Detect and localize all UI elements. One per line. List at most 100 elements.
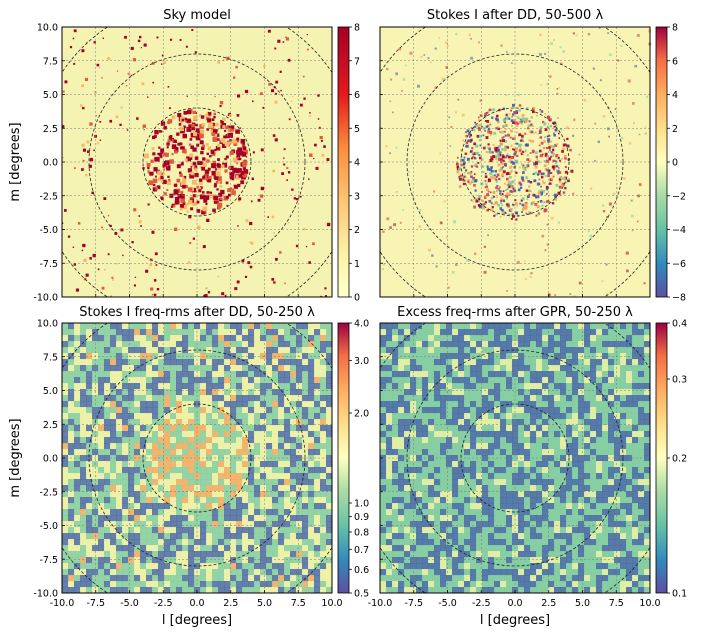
rms-pixel [458, 365, 465, 372]
source-pixel [73, 167, 76, 169]
rms-pixel [284, 323, 291, 330]
rms-pixel [554, 371, 561, 378]
rms-pixel [488, 395, 495, 402]
rms-pixel [386, 371, 393, 378]
residual-pixel [533, 179, 537, 183]
rms-pixel [638, 365, 645, 372]
rms-pixel [524, 407, 531, 414]
rms-pixel [284, 491, 291, 498]
rms-pixel [590, 329, 597, 336]
rms-pixel [518, 413, 525, 420]
rms-pixel [212, 437, 219, 444]
residual-pixel [620, 44, 623, 47]
rms-pixel [218, 545, 225, 552]
rms-pixel [176, 425, 183, 432]
rms-pixel [296, 449, 303, 456]
rms-pixel [176, 419, 183, 426]
rms-pixel [248, 467, 255, 474]
residual-pixel [501, 209, 504, 212]
residual-pixel [536, 182, 540, 186]
source-pixel [153, 167, 158, 172]
rms-pixel [554, 413, 561, 420]
rms-pixel [428, 401, 435, 408]
rms-pixel [260, 563, 267, 570]
residual-pixel [526, 198, 529, 201]
rms-pixel [146, 401, 153, 408]
rms-pixel [416, 413, 423, 420]
rms-pixel [584, 329, 591, 336]
rms-pixel [296, 557, 303, 564]
rms-pixel [410, 341, 417, 348]
source-pixel [199, 124, 204, 129]
rms-pixel [296, 521, 303, 528]
source-pixel [186, 210, 189, 213]
residual-pixel [505, 156, 508, 159]
rms-pixel [176, 563, 183, 570]
panel-title-sky: Sky model [163, 8, 231, 23]
rms-pixel [326, 437, 333, 444]
residual-pixel [535, 162, 538, 165]
rms-pixel [494, 443, 501, 450]
rms-pixel [62, 425, 69, 432]
source-pixel [75, 288, 79, 292]
rms-pixel [446, 407, 453, 414]
rms-pixel [614, 449, 621, 456]
source-pixel [115, 262, 118, 265]
rms-pixel [248, 341, 255, 348]
rms-pixel [524, 377, 531, 384]
residual-pixel [550, 177, 553, 181]
residual-pixel [626, 269, 629, 273]
rms-pixel [140, 323, 147, 330]
rms-pixel [536, 377, 543, 384]
rms-pixel [578, 395, 585, 402]
residual-pixel [530, 140, 532, 143]
rms-pixel [62, 365, 69, 372]
residual-pixel [546, 169, 549, 172]
residual-pixel [537, 133, 540, 135]
rms-pixel [590, 479, 597, 486]
residual-pixel [562, 177, 565, 180]
rms-pixel [446, 371, 453, 378]
source-pixel [241, 259, 245, 263]
residual-pixel [464, 152, 467, 155]
source-pixel [163, 152, 167, 157]
residual-pixel [557, 172, 560, 175]
rms-pixel [146, 329, 153, 336]
rms-pixel [80, 449, 87, 456]
rms-pixel [644, 473, 651, 480]
rms-pixel [146, 479, 153, 486]
rms-pixel [542, 461, 549, 468]
source-pixel [169, 159, 174, 164]
fov-circle [142, 107, 252, 217]
rms-pixel [554, 377, 561, 384]
rms-pixel [218, 395, 225, 402]
rms-pixel [314, 335, 321, 342]
rms-pixel [470, 485, 477, 492]
rms-pixel [530, 359, 537, 366]
rms-pixel [284, 509, 291, 516]
residual-pixel [552, 168, 555, 171]
source-pixel [217, 202, 223, 208]
residual-pixel [521, 136, 524, 140]
rms-pixel [248, 521, 255, 528]
residual-pixel [557, 221, 560, 224]
rms-pixel [230, 575, 237, 582]
residual-pixel [434, 86, 437, 89]
rms-pixel [254, 419, 261, 426]
rms-pixel [182, 407, 189, 414]
rms-pixel [566, 335, 573, 342]
source-pixel [150, 171, 154, 176]
rms-pixel [158, 497, 165, 504]
rms-pixel [92, 365, 99, 372]
rms-pixel [98, 515, 105, 522]
rms-pixel [230, 581, 237, 588]
rms-pixel [266, 413, 273, 420]
rms-pixel [86, 485, 93, 492]
rms-pixel [446, 485, 453, 492]
rms-pixel [206, 329, 213, 336]
rms-pixel [74, 509, 81, 516]
rms-pixel [242, 365, 249, 372]
rms-pixel [200, 521, 207, 528]
rms-pixel [272, 557, 279, 564]
rms-pixel [500, 437, 507, 444]
